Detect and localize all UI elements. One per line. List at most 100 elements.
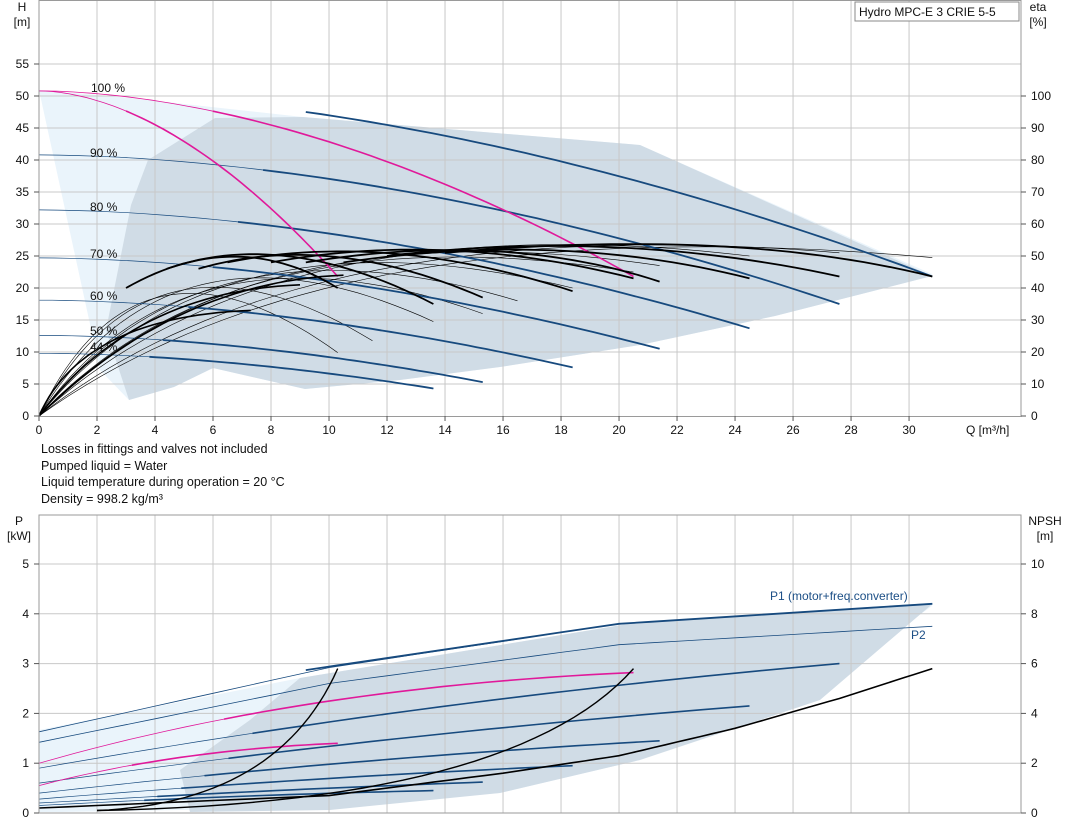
head-curve-70pct: [212, 266, 660, 350]
power-tick-label: 4: [22, 607, 29, 621]
efficiency-curve-thick: [305, 249, 660, 283]
npsh-curve-pump: [96, 668, 635, 812]
note-density: Density = 998.2 kg/m³: [41, 491, 163, 506]
head-curve-100pct-1-pump: [125, 110, 339, 278]
efficiency-curve-thin: [38, 277, 483, 417]
power-operating-area: [180, 603, 932, 812]
p2-curve-thin: [38, 625, 933, 743]
npsh-tick-label: 10: [1031, 557, 1045, 571]
head-chart-ticks: 0 2 4 6 8 10 12 14 16 18 20 22 24 26 28 300510152025303…: [16, 57, 1052, 437]
efficiency-curve-thin: [38, 293, 338, 417]
head-tick-label: 50: [16, 89, 30, 103]
power-tick-label: 3: [22, 657, 29, 671]
efficiency-curve-thin: [38, 277, 434, 417]
head-curve-90pct: [262, 169, 840, 305]
head-tick-label: 10: [16, 345, 30, 359]
head-chart-grid: [39, 0, 1021, 416]
flow-tick-label: 8: [268, 423, 275, 437]
head-curve-100pct-thin: [38, 90, 127, 112]
eta-axis-symbol: eta: [1030, 0, 1047, 14]
efficiency-curve-thick: [227, 250, 573, 293]
head-curve-100pct-thin: [38, 90, 214, 112]
speed-label-60: 60 %: [90, 289, 118, 303]
efficiency-curve-thin: [38, 251, 660, 417]
note-pumped-liquid: Pumped liquid = Water: [41, 458, 168, 473]
chart-title-box: [854, 1, 1020, 22]
power-curve-thick: [144, 789, 434, 802]
efficiency-curve-rising: [38, 274, 344, 417]
flow-tick-label: 20: [612, 423, 626, 437]
note-losses: Losses in fittings and valves not includ…: [41, 442, 268, 456]
head-curve-60pct: [188, 306, 573, 369]
power-curve-magenta: [131, 742, 338, 766]
p1-curve-100pct: [305, 602, 933, 671]
npsh-tick-label: 2: [1031, 756, 1038, 770]
head-tick-label: 0: [22, 409, 29, 423]
eta-tick-label: 30: [1031, 313, 1045, 327]
power-tick-label: 5: [22, 557, 29, 571]
head-efficiency-chart: 0 2 4 6 8 10 12 14 16 18 20 22 24 26 28 300510152025303…: [14, 0, 1052, 437]
power-tick-label: 0: [22, 806, 29, 820]
power-chart-grid: [39, 515, 1021, 813]
power-axis-unit: [kW]: [7, 529, 31, 543]
head-tick-label: 20: [16, 281, 30, 295]
head-axis-symbol: H: [18, 0, 27, 14]
speed-label-100: 100 %: [91, 81, 125, 95]
flow-tick-label: 6: [210, 423, 217, 437]
head-curve-44pct: [149, 355, 434, 390]
operating-area: [106, 117, 932, 400]
head-curve-50pct: [163, 339, 483, 383]
head-curve-100pct-2-pump: [212, 110, 634, 278]
eta-tick-label: 70: [1031, 185, 1045, 199]
speed-label-80: 80 %: [90, 200, 118, 214]
head-curve-100pct: [305, 111, 933, 278]
p2-series-label: P2: [911, 628, 926, 642]
flow-tick-label: 16: [496, 423, 510, 437]
power-axis-symbol: P: [15, 514, 23, 528]
power-curve-thick: [204, 740, 660, 777]
efficiency-curve-thick: [444, 243, 933, 278]
efficiency-curve-thick: [125, 255, 339, 289]
eta-tick-label: 0: [1031, 409, 1038, 423]
head-tick-label: 30: [16, 217, 30, 231]
head-tick-label: 25: [16, 249, 30, 263]
efficiency-curve-rising: [38, 309, 251, 417]
eta-tick-label: 60: [1031, 217, 1045, 231]
power-tick-label: 2: [22, 706, 29, 720]
flow-tick-label: 12: [380, 423, 394, 437]
speed-label-70: 70 %: [90, 247, 118, 261]
flow-tick-label: 22: [670, 423, 684, 437]
head-chart-curves: [38, 90, 933, 417]
flow-tick-label: 18: [554, 423, 568, 437]
power-curve-thick: [157, 781, 483, 798]
npsh-axis-unit: [m]: [1037, 529, 1054, 543]
eta-tick-label: 20: [1031, 345, 1045, 359]
flow-tick-label: 24: [728, 423, 742, 437]
flow-tick-label: 0: [36, 423, 43, 437]
head-tick-label: 5: [22, 377, 29, 391]
flow-axis-label: Q [m³/h]: [966, 423, 1009, 437]
operating-conditions-notes: Losses in fittings and valves not includ…: [41, 441, 285, 507]
efficiency-curve-thick: [166, 253, 434, 305]
power-tick-label: 1: [22, 756, 29, 770]
npsh-axis-symbol: NPSH: [1028, 514, 1061, 528]
head-chart-frame: [38, 0, 1022, 417]
flow-tick-label: 30: [902, 423, 916, 437]
flow-tick-label: 26: [786, 423, 800, 437]
chart-title: Hydro MPC-E 3 CRIE 5-5: [859, 5, 996, 19]
npsh-tick-label: 8: [1031, 607, 1038, 621]
npsh-curve-pump: [96, 668, 339, 812]
efficiency-curve-thin: [38, 286, 373, 417]
head-tick-label: 40: [16, 153, 30, 167]
eta-tick-label: 50: [1031, 249, 1045, 263]
note-liquid-temperature: Liquid temperature during operation = 20…: [41, 475, 285, 490]
flow-tick-label: 14: [438, 423, 452, 437]
npsh-tick-label: 0: [1031, 806, 1038, 820]
head-axis-unit: [m]: [14, 15, 31, 29]
flow-tick-label: 4: [152, 423, 159, 437]
operating-range-areas: [39, 90, 932, 400]
head-tick-label: 55: [16, 57, 30, 71]
power-curve-thick: [228, 705, 750, 760]
eta-axis-unit: [%]: [1029, 15, 1046, 29]
